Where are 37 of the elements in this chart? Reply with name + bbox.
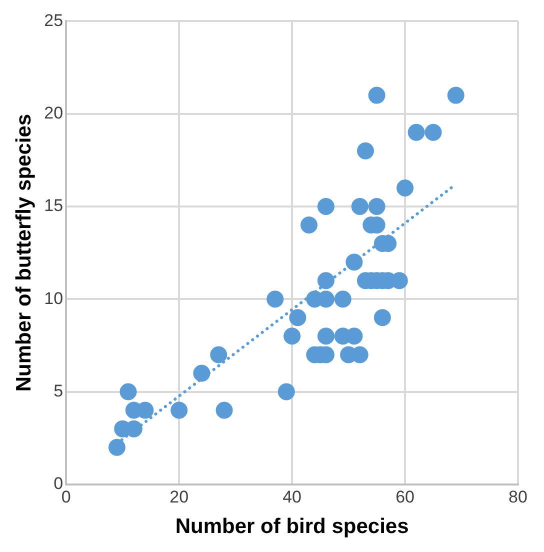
point xyxy=(346,254,363,271)
point xyxy=(424,124,442,141)
point xyxy=(266,290,284,308)
y-tick-label: 25 xyxy=(44,10,64,30)
point xyxy=(278,383,295,400)
y-tick-label: 10 xyxy=(44,288,64,308)
point xyxy=(210,346,228,364)
y-tick-label: 5 xyxy=(54,381,64,400)
point xyxy=(120,383,137,400)
point xyxy=(289,309,306,326)
point xyxy=(368,198,386,215)
y-axis-title: Number of butterfly species xyxy=(12,114,36,392)
x-tick-label: 80 xyxy=(508,487,528,506)
point xyxy=(334,290,352,308)
point xyxy=(408,124,425,141)
point xyxy=(447,86,464,104)
point xyxy=(193,364,210,382)
point xyxy=(374,309,391,326)
point xyxy=(317,328,334,345)
point xyxy=(108,438,126,456)
point xyxy=(300,216,318,234)
point xyxy=(216,402,233,419)
point xyxy=(170,402,188,419)
y-tick-label: 15 xyxy=(44,196,64,216)
x-tick-label: 40 xyxy=(282,487,302,506)
y-tick-label: 0 xyxy=(54,474,64,494)
point xyxy=(356,142,374,160)
point xyxy=(284,328,301,345)
point xyxy=(351,198,368,215)
x-tick-label: 20 xyxy=(170,487,189,506)
x-axis-title: Number of bird species xyxy=(175,515,409,538)
point xyxy=(396,179,414,196)
point xyxy=(317,198,334,215)
point xyxy=(317,272,334,290)
point xyxy=(368,86,386,104)
x-tick-label: 60 xyxy=(396,487,414,506)
y-tick-label: 20 xyxy=(44,104,64,123)
